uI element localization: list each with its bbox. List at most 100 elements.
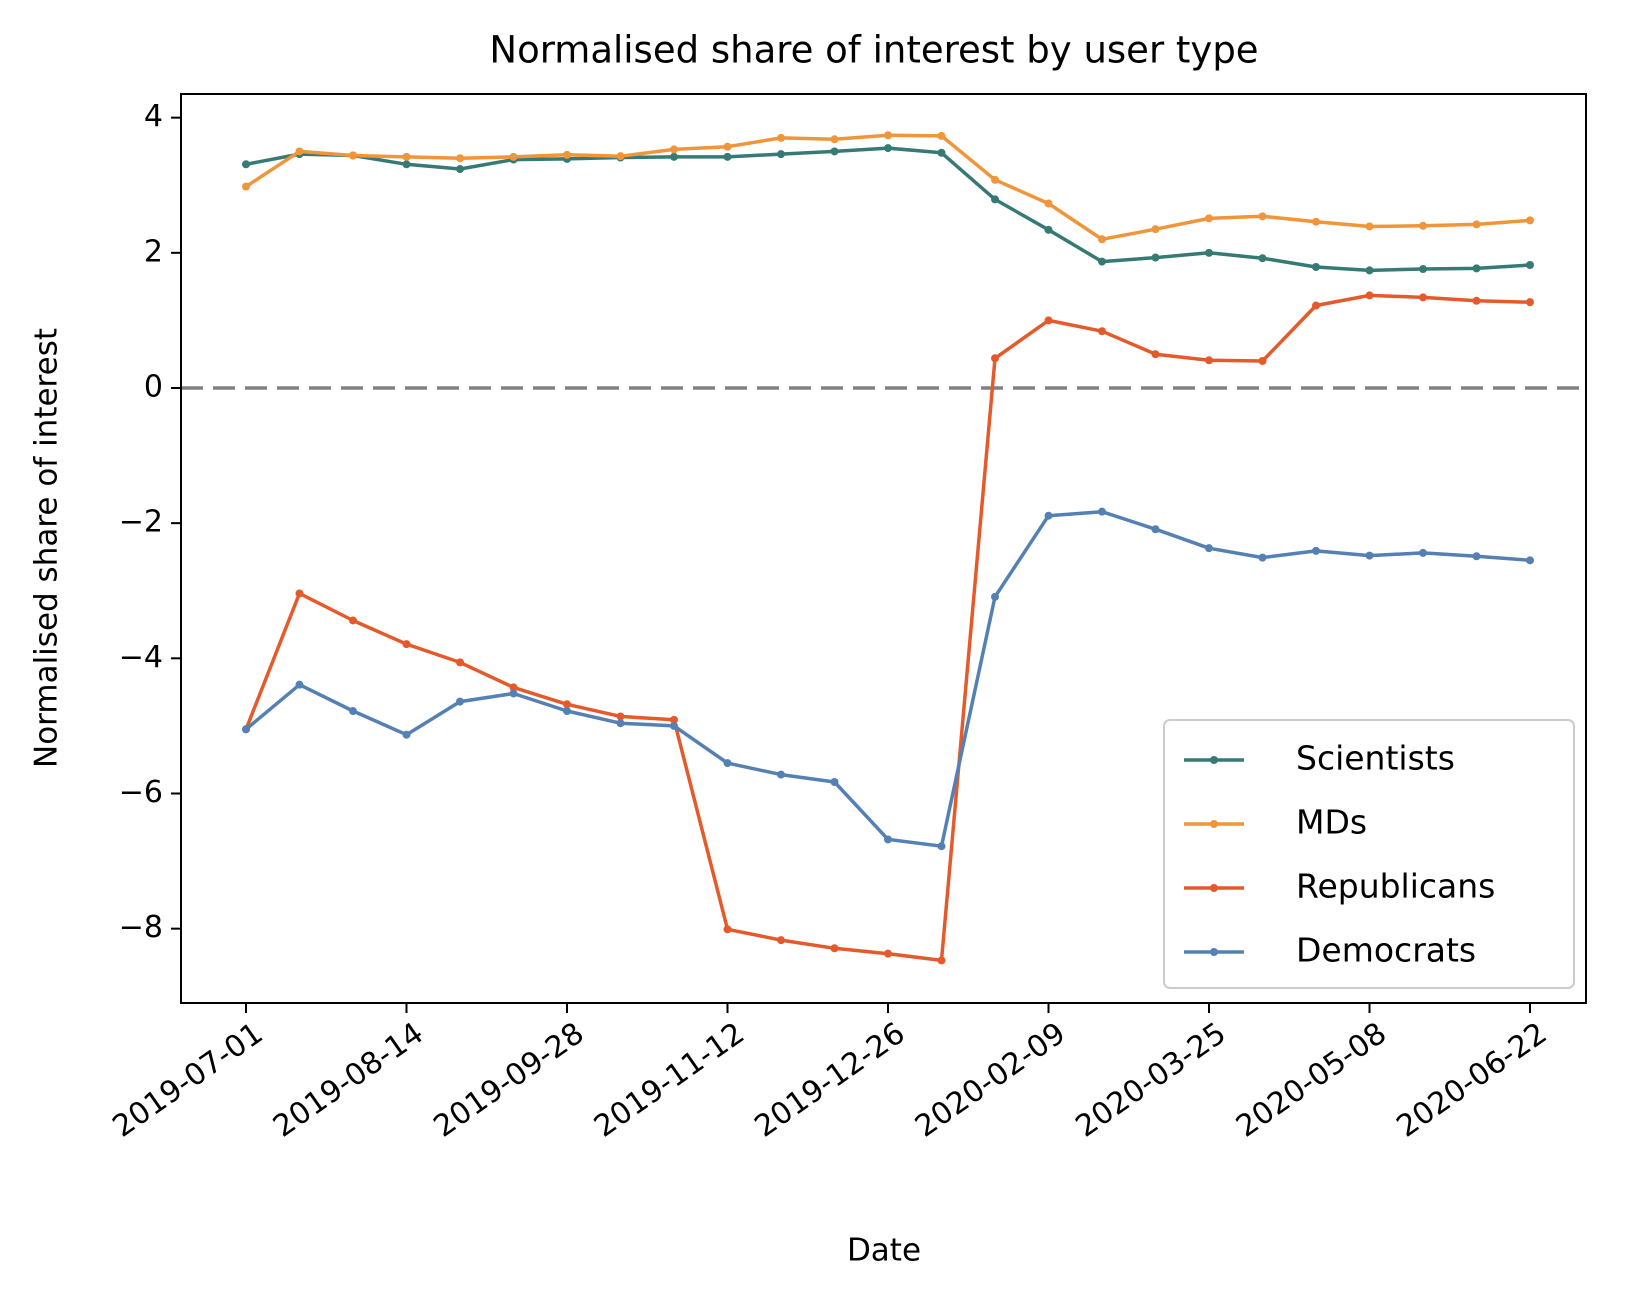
data-point [509,152,518,161]
data-point [1419,548,1427,557]
legend-box [1163,719,1575,989]
data-point [1526,556,1534,565]
x-tick-label: 2019-09-28 [428,1016,591,1145]
data-point [509,689,518,698]
data-point [1419,293,1427,302]
legend-label: Republicans [1296,867,1495,906]
data-point [884,835,892,844]
data-point [830,147,839,156]
y-axis-label: Normalised share of interest [29,328,65,768]
data-point [1258,212,1267,221]
y-tick-label: −4 [119,640,163,675]
legend-item-republicans: Republicans [1184,867,1495,906]
x-tick-label: 2020-02-09 [909,1016,1072,1145]
x-tick-label: 2019-12-26 [749,1016,912,1145]
data-point [616,712,625,721]
legend-label: Scientists [1296,739,1455,778]
data-point [670,145,678,154]
data-point [1419,221,1427,230]
data-point [937,148,946,157]
series-republicans [242,291,1534,965]
legend-item-mds: MDs [1184,803,1367,842]
data-point [937,842,946,851]
data-point [402,160,411,169]
data-point [1365,551,1374,560]
data-point [1044,199,1053,208]
data-point [1258,356,1267,365]
data-point [402,730,411,739]
data-point [991,175,999,184]
y-tick-label: −6 [119,775,163,810]
legend-item-scientists: Scientists [1184,739,1455,778]
data-point [456,165,464,174]
data-point [1098,235,1106,244]
data-point [349,151,357,160]
data-point [670,721,678,730]
data-point [1526,298,1534,307]
data-point [563,707,571,716]
series-scientists [242,144,1534,275]
data-point [295,147,304,156]
data-point [670,152,678,161]
data-point [1205,544,1213,553]
data-point [1098,257,1106,266]
data-point [777,936,785,945]
data-point [402,152,411,161]
data-point [991,354,999,363]
data-point [1151,253,1160,262]
legend-label: Democrats [1296,931,1476,970]
data-point [1472,552,1481,561]
legend-label: MDs [1296,803,1367,842]
data-point [242,160,250,169]
data-point [1151,225,1160,234]
data-point [1419,265,1427,274]
legend-marker [1210,820,1218,828]
data-point [1205,248,1213,257]
data-point [884,131,892,140]
data-point [777,150,785,159]
y-tick-label: −2 [119,505,163,540]
data-point [1526,260,1534,269]
data-point [1044,316,1053,325]
data-point [937,956,946,965]
data-point [402,640,411,649]
x-tick-label: 2019-07-01 [107,1016,270,1145]
legend: Scientists MDs Republicans Democrats [1163,719,1575,989]
data-point [1526,216,1534,225]
data-point [1312,546,1320,555]
y-tick-label: 4 [144,99,163,134]
data-point [563,150,571,159]
x-tick-label: 2020-03-25 [1070,1016,1233,1145]
data-point [723,925,732,934]
data-point [456,154,464,163]
data-point [295,589,304,598]
data-point [1312,263,1320,272]
data-point [884,144,892,153]
x-tick-label: 2020-05-08 [1230,1016,1393,1145]
y-tick-label: −8 [119,910,163,945]
data-point [1365,266,1374,275]
legend-item-democrats: Democrats [1184,931,1476,970]
data-point [509,683,518,692]
plot-frame [180,93,1587,1004]
x-axis-label: Date [847,1233,921,1269]
data-point [616,719,625,728]
chart-title: Normalised share of interest by user typ… [489,29,1258,72]
data-point [777,133,785,142]
data-point [1365,291,1374,300]
data-point [456,697,464,706]
data-point [563,700,571,709]
data-point [1098,327,1106,336]
data-point [1151,525,1160,534]
y-tick-label: 0 [144,369,163,404]
data-point [830,135,839,144]
data-point [830,778,839,787]
data-point [349,616,357,625]
data-point [1472,220,1481,229]
data-point [991,592,999,601]
series-mds [242,131,1534,244]
data-point [242,182,250,191]
data-point [1312,217,1320,226]
y-tick-label: 2 [144,234,163,269]
